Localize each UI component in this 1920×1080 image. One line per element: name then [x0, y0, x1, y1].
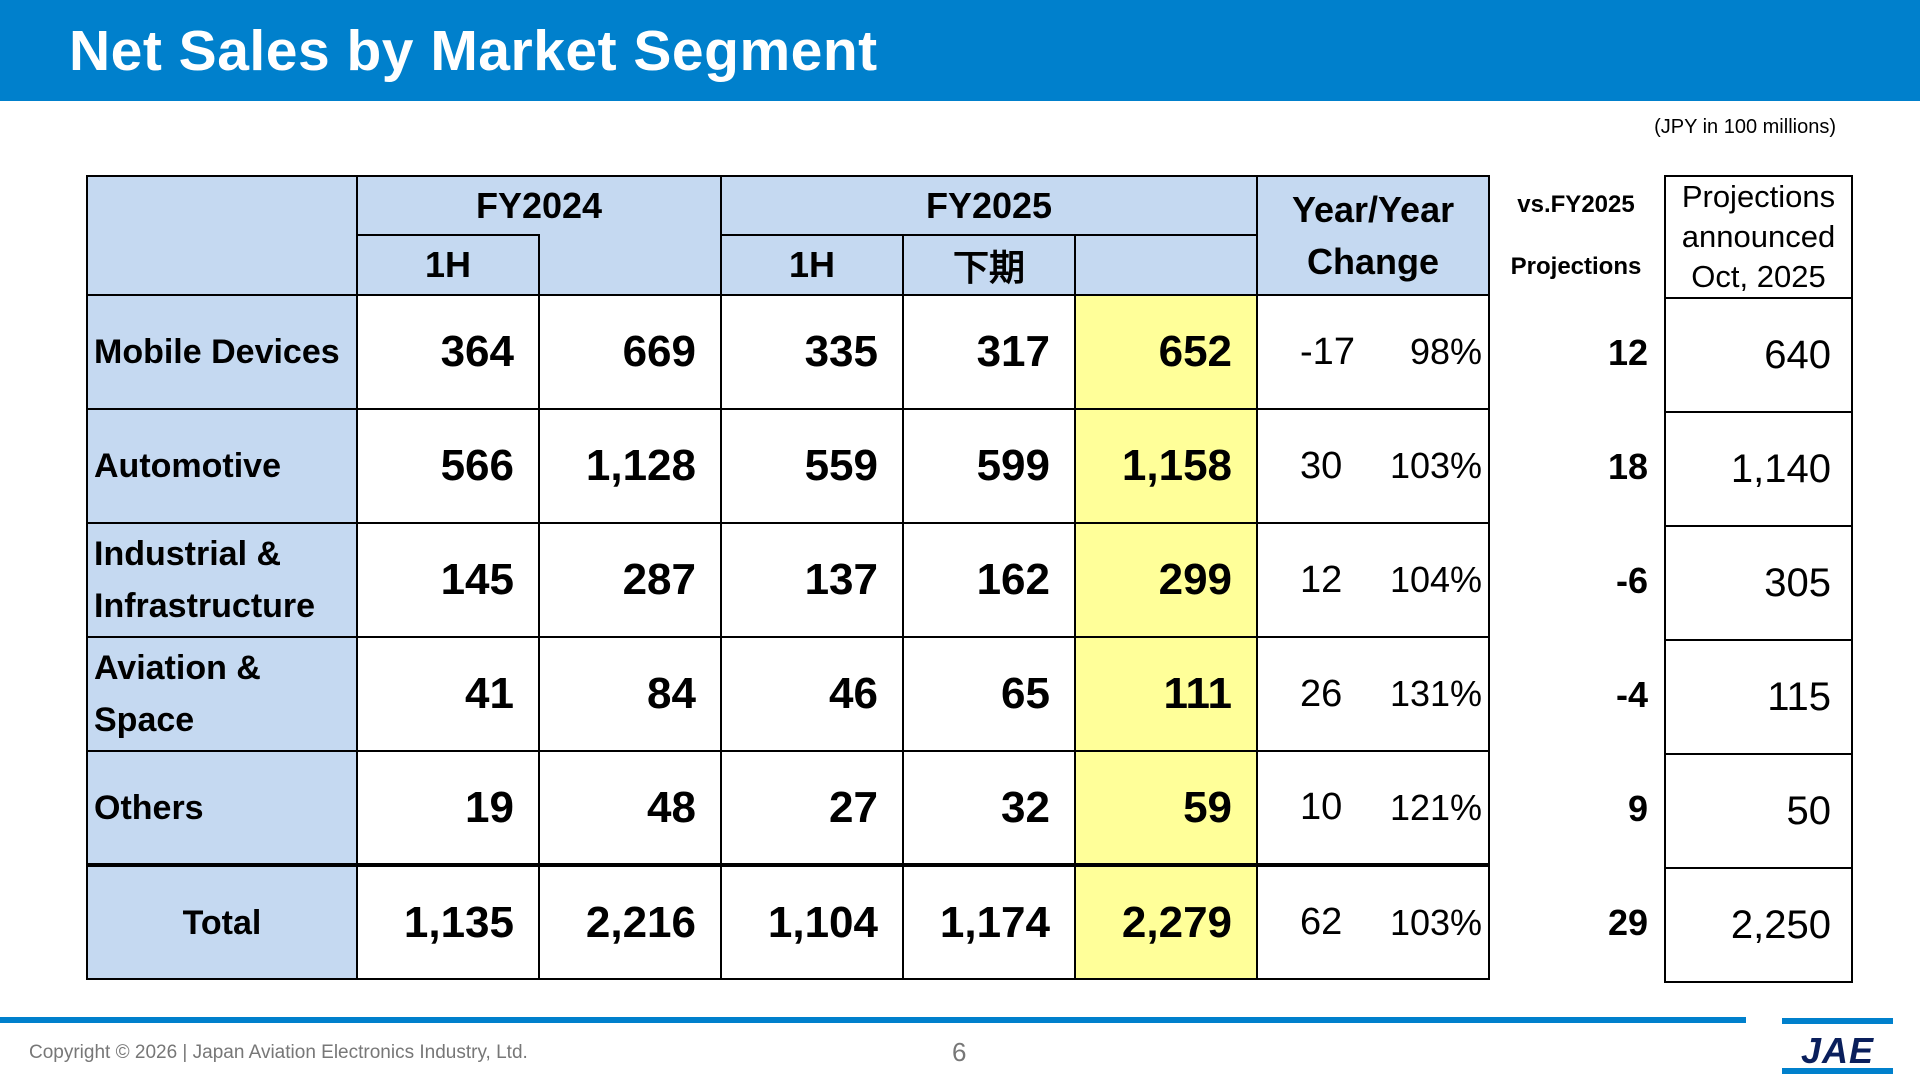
yoy-diff: 30	[1300, 444, 1343, 487]
total-fy2025-total: 2,279	[1073, 863, 1259, 980]
projection-value: 1,140	[1664, 411, 1853, 527]
yoy-diff: 26	[1300, 672, 1343, 715]
cell-fy2024-total: 84	[538, 636, 722, 752]
projections-header: Projections announced Oct, 2025	[1664, 175, 1853, 299]
cell-fy2024-1h: 41	[356, 636, 540, 752]
cell-fy2025-2h: 162	[902, 522, 1076, 638]
cell-yoy-change: 26 131%	[1256, 636, 1491, 752]
cell-fy2025-total: 1,158	[1073, 408, 1259, 524]
yoy-pct: 103%	[1389, 901, 1483, 943]
header-fy2025-total	[1073, 235, 1259, 296]
logo-text: JAE	[1800, 1030, 1875, 1071]
cell-fy2025-1h: 137	[720, 522, 904, 638]
yoy-diff: -17	[1300, 330, 1355, 373]
header-fy2025-1h: 1H	[720, 234, 904, 296]
row-label: Others	[86, 750, 358, 866]
yoy-pct: 103%	[1389, 445, 1483, 486]
cell-fy2025-1h: 27	[720, 750, 904, 866]
total-label: Total	[86, 863, 358, 980]
cell-fy2025-total: 59	[1073, 750, 1259, 866]
page-title: Net Sales by Market Segment	[69, 19, 878, 83]
projection-total: 2,250	[1664, 867, 1853, 983]
header-yoy-line1: Year/Year	[1291, 188, 1455, 230]
cell-fy2025-2h: 599	[902, 408, 1076, 524]
cell-fy2024-1h: 364	[356, 294, 540, 410]
total-fy2024-1h: 1,135	[356, 863, 540, 980]
yoy-pct: 104%	[1389, 559, 1483, 600]
table-row: Industrial & Infrastructure 145 287 137 …	[86, 522, 1491, 638]
footer-divider	[0, 1017, 1746, 1023]
header-fy2025-2h: 下期	[902, 234, 1076, 296]
cell-yoy-change: 30 103%	[1256, 408, 1491, 524]
table-total-row: Total 1,135 2,216 1,104 1,174 2,279 62 10…	[86, 863, 1491, 980]
header-fy2024: FY2024	[356, 175, 722, 235]
yoy-diff: 12	[1300, 558, 1343, 601]
projection-value: 640	[1664, 297, 1853, 413]
cell-fy2024-total: 48	[538, 750, 722, 866]
header-yoy-change: Year/Year Change	[1256, 175, 1491, 296]
net-sales-table: FY2024 FY2025 Year/Year Change 1H 1H 下期 …	[86, 175, 1491, 980]
row-label: Mobile Devices	[86, 294, 358, 410]
table-row: Aviation & Space 41 84 46 65 111 26 131%	[86, 636, 1491, 752]
cell-yoy-change: -17 98%	[1256, 294, 1491, 410]
projection-value: 115	[1664, 639, 1853, 755]
row-label: Automotive	[86, 408, 358, 524]
cell-fy2024-1h: 19	[356, 750, 540, 866]
total-fy2025-1h: 1,104	[720, 863, 904, 980]
header-yoy-line2: Change	[1307, 240, 1440, 282]
cell-fy2024-total: 287	[538, 522, 722, 638]
row-label: Industrial & Infrastructure	[86, 522, 358, 638]
projections-table: Projections announced Oct, 2025 640 1,14…	[1664, 175, 1853, 983]
cell-fy2025-total: 652	[1073, 294, 1259, 410]
cell-fy2025-total: 299	[1073, 522, 1259, 638]
table-row: Others 19 48 27 32 59 10 121%	[86, 750, 1491, 866]
cell-fy2024-1h: 145	[356, 522, 540, 638]
jae-logo: JAE	[1782, 1018, 1893, 1078]
page-number: 6	[952, 1037, 967, 1067]
yoy-diff: 10	[1300, 786, 1343, 828]
vs-projections-value: -6	[1615, 560, 1648, 601]
cell-fy2025-2h: 32	[902, 750, 1076, 866]
projection-value: 50	[1664, 753, 1853, 869]
vs-projections-line2: Projections	[1510, 253, 1642, 280]
yoy-pct: 98%	[1409, 331, 1483, 372]
copyright-text: Copyright © 2026 | Japan Aviation Electr…	[29, 1042, 528, 1063]
cell-fy2025-2h: 65	[902, 636, 1076, 752]
cell-fy2024-total: 669	[538, 294, 722, 410]
total-fy2025-2h: 1,174	[902, 863, 1076, 980]
cell-fy2025-1h: 335	[720, 294, 904, 410]
cell-yoy-change: 12 104%	[1256, 522, 1491, 638]
vs-projections-value: -4	[1615, 674, 1648, 715]
row-label: Aviation & Space	[86, 636, 358, 752]
vs-projections-value: 9	[1627, 788, 1648, 829]
yoy-pct: 121%	[1389, 786, 1483, 828]
header-blank	[86, 175, 358, 296]
header-fy2024-1h: 1H	[356, 234, 540, 296]
total-yoy-change: 62 103%	[1256, 863, 1491, 980]
cell-fy2025-1h: 46	[720, 636, 904, 752]
unit-note: (JPY in 100 millions)	[1654, 116, 1836, 138]
table-row: Mobile Devices 364 669 335 317 652 -17 98…	[86, 294, 1491, 410]
cell-yoy-change: 10 121%	[1256, 750, 1491, 866]
header-fy2025: FY2025	[719, 175, 1259, 236]
yoy-diff: 62	[1300, 901, 1343, 943]
title-bar: Net Sales by Market Segment	[0, 0, 1920, 101]
cell-fy2025-total: 111	[1073, 636, 1259, 752]
header-fy2024-total	[538, 235, 722, 296]
vs-projections-value: 12	[1607, 332, 1648, 373]
cell-fy2024-1h: 566	[356, 408, 540, 524]
projection-value: 305	[1664, 525, 1853, 641]
vs-projections-line1: vs.FY2025	[1517, 191, 1635, 218]
cell-fy2025-2h: 317	[902, 294, 1076, 410]
vs-projections-header: vs.FY2025 Projections	[1488, 175, 1664, 294]
cell-fy2024-total: 1,128	[538, 408, 722, 524]
vs-projections-value: 18	[1607, 446, 1648, 487]
total-fy2024-total: 2,216	[538, 863, 722, 980]
cell-fy2025-1h: 559	[720, 408, 904, 524]
yoy-pct: 131%	[1389, 673, 1483, 714]
table-row: Automotive 566 1,128 559 599 1,158 30 103…	[86, 408, 1491, 524]
vs-projections-total: 29	[1607, 902, 1648, 943]
